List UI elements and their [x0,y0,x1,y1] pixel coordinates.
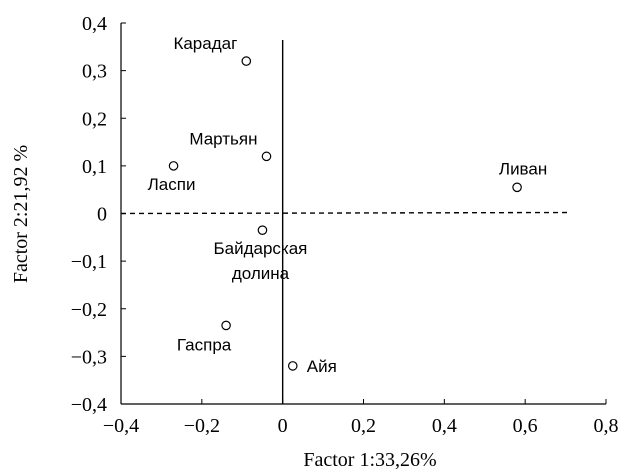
point-label: Мартьян [189,129,257,148]
data-point [241,56,252,66]
data-point [261,151,272,162]
point-label: Ливан [499,159,547,178]
data-point [287,361,298,371]
x-tick-label: 0 [278,415,288,437]
point-label: Ласпи [148,175,196,194]
x-tick-label: 0,4 [432,415,457,437]
x-tick-label: −0,2 [184,415,220,437]
y-tick-label: −0,2 [71,299,107,321]
point-label: Карадаг [173,34,237,53]
point-label: Айя [307,357,337,376]
y-tick-label: −0,4 [71,394,107,416]
y-tick-label: 0,4 [82,13,107,35]
y-axis-title: Factor 2:21,92 % [10,145,32,283]
x-tick-label: 0,8 [594,415,619,437]
reference-lines [120,40,570,404]
x-tick-label: 0,6 [513,415,538,437]
data-points: Карадаг Мартьян Ласпи Ливан Байдарская долина… [148,34,548,376]
y-tick-label: 0 [97,204,107,226]
x-tick-label: −0,4 [103,415,139,437]
data-point [168,161,179,171]
horizontal-zero-line [120,211,570,215]
y-tick-label: 0,1 [82,156,107,178]
point-label: Байдарская [213,239,307,258]
y-tick-label: −0,3 [71,346,107,368]
x-axis-title: Factor 1:33,26% [303,449,436,471]
x-tick-label: 0,2 [351,415,376,437]
data-point [221,320,231,331]
y-tick-label: 0,3 [82,61,107,83]
y-tick-label: 0,2 [82,108,107,130]
data-point [257,225,268,235]
point-label: Гаспра [177,335,232,354]
y-tick-label: −0,1 [71,251,107,273]
point-label: долина [232,264,290,283]
data-point [512,182,522,193]
axes: 0,4 0,3 0,2 0,1 0 −0,1 −0,2 −0,3 −0,4−0,4 −0,2 0 0,… [71,13,619,437]
